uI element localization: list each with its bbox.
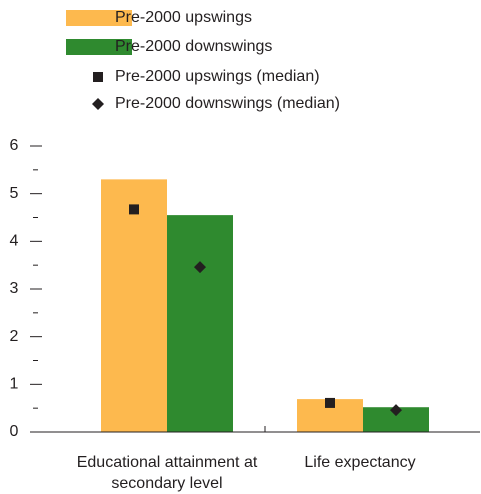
y-tick-label: 3 bbox=[10, 280, 19, 297]
median-marker bbox=[325, 397, 335, 408]
bar bbox=[167, 215, 233, 432]
x-tick-label: Life expectancy bbox=[304, 454, 416, 471]
median-marker bbox=[129, 204, 139, 215]
legend-label: Pre-2000 upswings (median) bbox=[115, 68, 320, 85]
legend-label: Pre-2000 downswings (median) bbox=[115, 95, 340, 112]
legend-swatch bbox=[66, 10, 132, 26]
legend-swatch bbox=[66, 39, 132, 55]
y-tick-label: 4 bbox=[10, 233, 19, 250]
y-tick-label: 0 bbox=[10, 423, 19, 440]
bar bbox=[101, 179, 167, 432]
legend-marker bbox=[93, 72, 103, 82]
x-tick-label: Educational attainment at secondary leve… bbox=[76, 454, 258, 492]
median-marker bbox=[194, 261, 206, 274]
y-tick-label: 5 bbox=[10, 185, 19, 202]
legend-marker bbox=[92, 98, 104, 110]
median-marker bbox=[390, 404, 402, 417]
y-tick-label: 2 bbox=[10, 328, 19, 345]
legend-label: Pre-2000 upswings bbox=[115, 9, 252, 26]
y-tick-label: 1 bbox=[10, 376, 19, 393]
legend-label: Pre-2000 downswings bbox=[115, 38, 272, 55]
y-tick-label: 6 bbox=[10, 137, 19, 154]
